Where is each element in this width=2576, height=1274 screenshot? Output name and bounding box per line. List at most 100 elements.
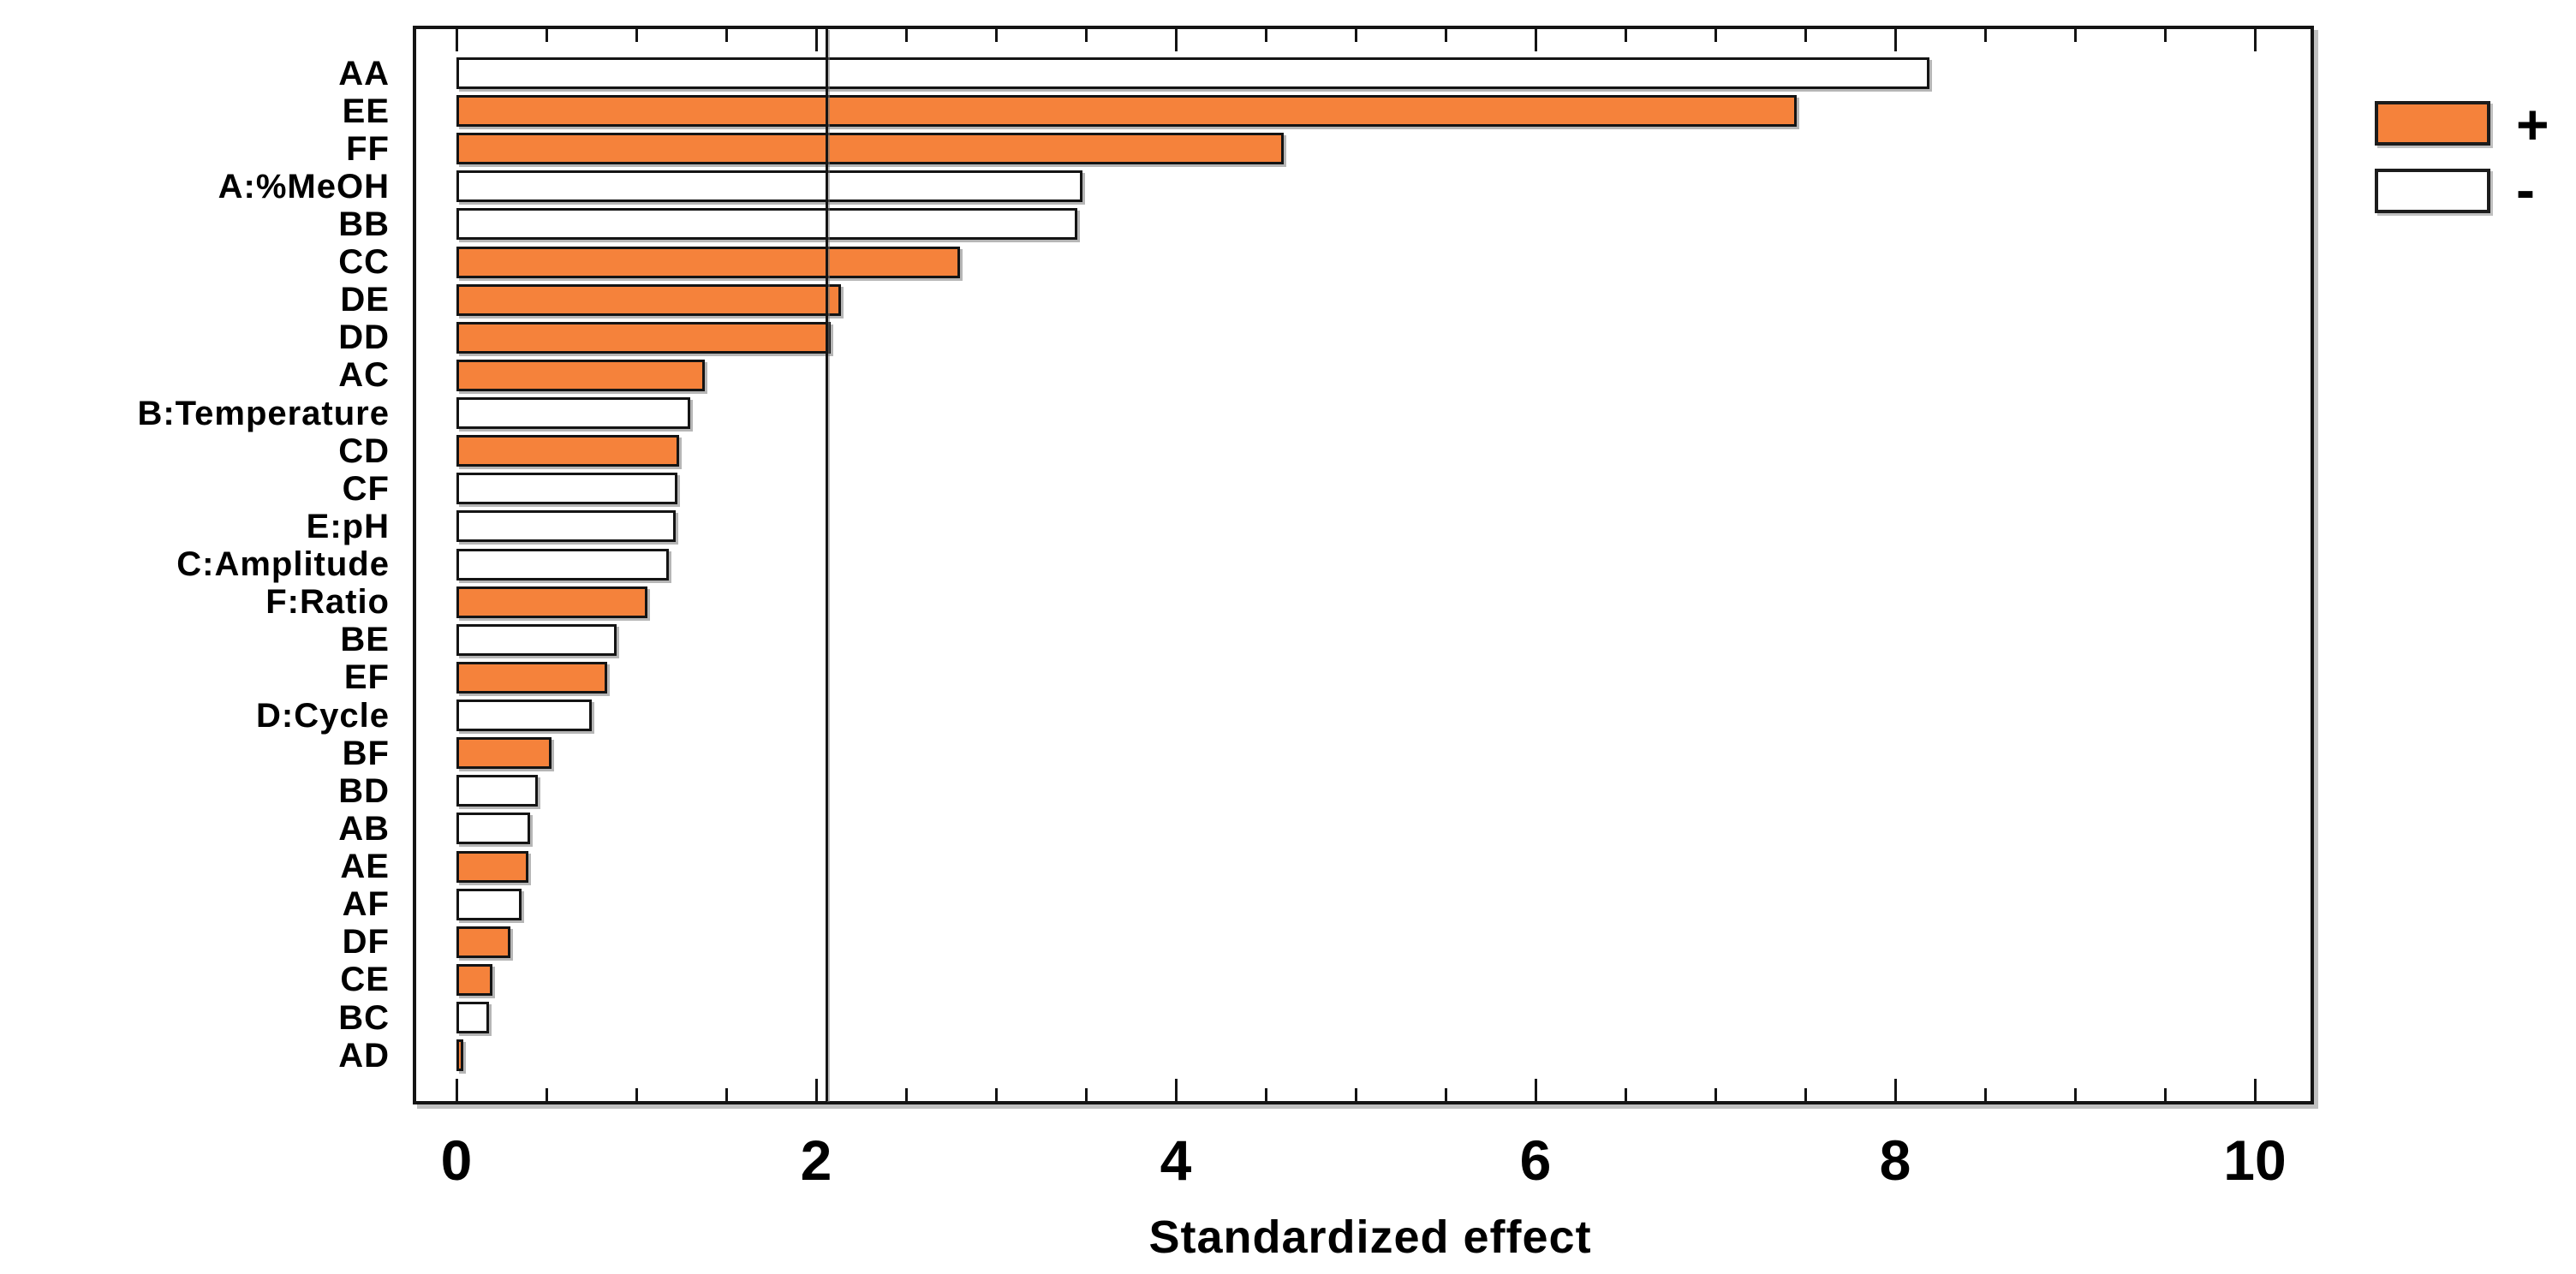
y-label-DE: DE xyxy=(340,281,390,319)
tick-top-major xyxy=(1534,29,1537,51)
x-tick-label-6: 6 xyxy=(1519,1128,1552,1192)
x-tick-label-8: 8 xyxy=(1879,1128,1911,1192)
y-label-CF: CF xyxy=(342,469,390,508)
y-label-BF: BF xyxy=(342,734,390,772)
tick-top-major xyxy=(455,29,458,51)
y-label-CC: CC xyxy=(338,243,390,282)
tick-bottom-minor xyxy=(1714,1088,1717,1101)
tick-top-minor xyxy=(994,29,998,42)
y-label-AE: AE xyxy=(340,848,390,886)
tick-top-minor xyxy=(2163,29,2167,42)
bar-AC xyxy=(456,359,705,391)
tick-top-major xyxy=(1174,29,1178,51)
legend-label-negative: - xyxy=(2516,158,2535,221)
legend-label-positive: + xyxy=(2516,92,2549,156)
tick-top-minor xyxy=(724,29,728,42)
bar-AA xyxy=(456,57,1929,89)
plot-frame xyxy=(413,26,2314,1104)
y-label-CD: CD xyxy=(338,432,390,470)
bar-D:Cycle xyxy=(456,700,592,732)
bar-CE xyxy=(456,963,492,996)
bar-EE xyxy=(456,95,1797,128)
x-axis-title: Standardized effect xyxy=(1148,1211,1592,1263)
tick-bottom-minor xyxy=(545,1088,548,1101)
x-tick-label-4: 4 xyxy=(1160,1128,1192,1192)
y-label-D:Cycle: D:Cycle xyxy=(256,696,390,735)
bar-BC xyxy=(456,1002,489,1033)
tick-top-minor xyxy=(2073,29,2077,42)
legend-swatch-positive xyxy=(2375,101,2490,146)
x-tick-label-10: 10 xyxy=(2223,1128,2287,1192)
tick-bottom-major xyxy=(1534,1079,1537,1101)
y-label-C:Amplitude: C:Amplitude xyxy=(176,545,390,584)
bar-AD xyxy=(456,1039,464,1072)
y-label-AF: AF xyxy=(342,885,390,924)
y-label-F:Ratio: F:Ratio xyxy=(265,583,390,622)
tick-bottom-minor xyxy=(1983,1088,1987,1101)
bar-EF xyxy=(456,661,608,694)
bar-AF xyxy=(456,888,522,920)
tick-top-minor xyxy=(1624,29,1627,42)
tick-bottom-minor xyxy=(724,1088,728,1101)
y-label-E:pH: E:pH xyxy=(306,507,390,545)
tick-bottom-major xyxy=(814,1079,818,1101)
tick-top-minor xyxy=(1264,29,1267,42)
y-label-AD: AD xyxy=(338,1036,390,1075)
bar-B:Temperature xyxy=(456,397,690,430)
y-label-BE: BE xyxy=(340,621,390,659)
bar-DD xyxy=(456,321,831,354)
y-label-EF: EF xyxy=(343,658,390,697)
tick-top-minor xyxy=(1804,29,1807,42)
tick-bottom-major xyxy=(2253,1079,2257,1101)
tick-top-minor xyxy=(1983,29,1987,42)
tick-bottom-minor xyxy=(2163,1088,2167,1101)
tick-bottom-minor xyxy=(2073,1088,2077,1101)
y-label-BD: BD xyxy=(338,771,390,810)
tick-bottom-major xyxy=(1893,1079,1897,1101)
x-tick-label-0: 0 xyxy=(440,1128,473,1192)
tick-bottom-minor xyxy=(1624,1088,1627,1101)
tick-top-minor xyxy=(545,29,548,42)
tick-bottom-minor xyxy=(1264,1088,1267,1101)
bar-DE xyxy=(456,283,842,316)
tick-bottom-minor xyxy=(1084,1088,1088,1101)
bar-FF xyxy=(456,133,1284,165)
y-label-AB: AB xyxy=(338,809,390,848)
bar-AB xyxy=(456,813,531,845)
y-label-FF: FF xyxy=(346,129,390,168)
x-tick-label-2: 2 xyxy=(800,1128,832,1192)
tick-bottom-minor xyxy=(1804,1088,1807,1101)
tick-top-minor xyxy=(904,29,908,42)
tick-bottom-minor xyxy=(1354,1088,1357,1101)
tick-bottom-major xyxy=(455,1079,458,1101)
tick-bottom-minor xyxy=(994,1088,998,1101)
y-label-DF: DF xyxy=(342,923,390,961)
tick-top-major xyxy=(2253,29,2257,51)
y-label-BC: BC xyxy=(338,998,390,1037)
tick-top-minor xyxy=(1714,29,1717,42)
bar-A:%MeOH xyxy=(456,170,1082,203)
tick-bottom-minor xyxy=(635,1088,638,1101)
tick-bottom-major xyxy=(1174,1079,1178,1101)
y-label-CE: CE xyxy=(340,961,390,999)
y-label-AA: AA xyxy=(338,54,390,92)
bar-BE xyxy=(456,623,617,656)
y-label-EE: EE xyxy=(342,92,390,130)
bar-BF xyxy=(456,737,552,770)
tick-top-minor xyxy=(1084,29,1088,42)
critical-value-line xyxy=(826,29,829,1101)
bar-DF xyxy=(456,926,510,958)
y-label-BB: BB xyxy=(338,205,390,243)
tick-bottom-minor xyxy=(904,1088,908,1101)
bar-AE xyxy=(456,850,528,883)
legend-swatch-negative xyxy=(2375,169,2490,213)
bar-BB xyxy=(456,208,1077,241)
bar-E:pH xyxy=(456,510,677,543)
y-label-AC: AC xyxy=(338,356,390,395)
y-label-B:Temperature: B:Temperature xyxy=(137,394,390,432)
tick-top-minor xyxy=(635,29,638,42)
y-label-DD: DD xyxy=(338,318,390,357)
bar-CC xyxy=(456,246,960,278)
tick-bottom-minor xyxy=(1444,1088,1447,1101)
